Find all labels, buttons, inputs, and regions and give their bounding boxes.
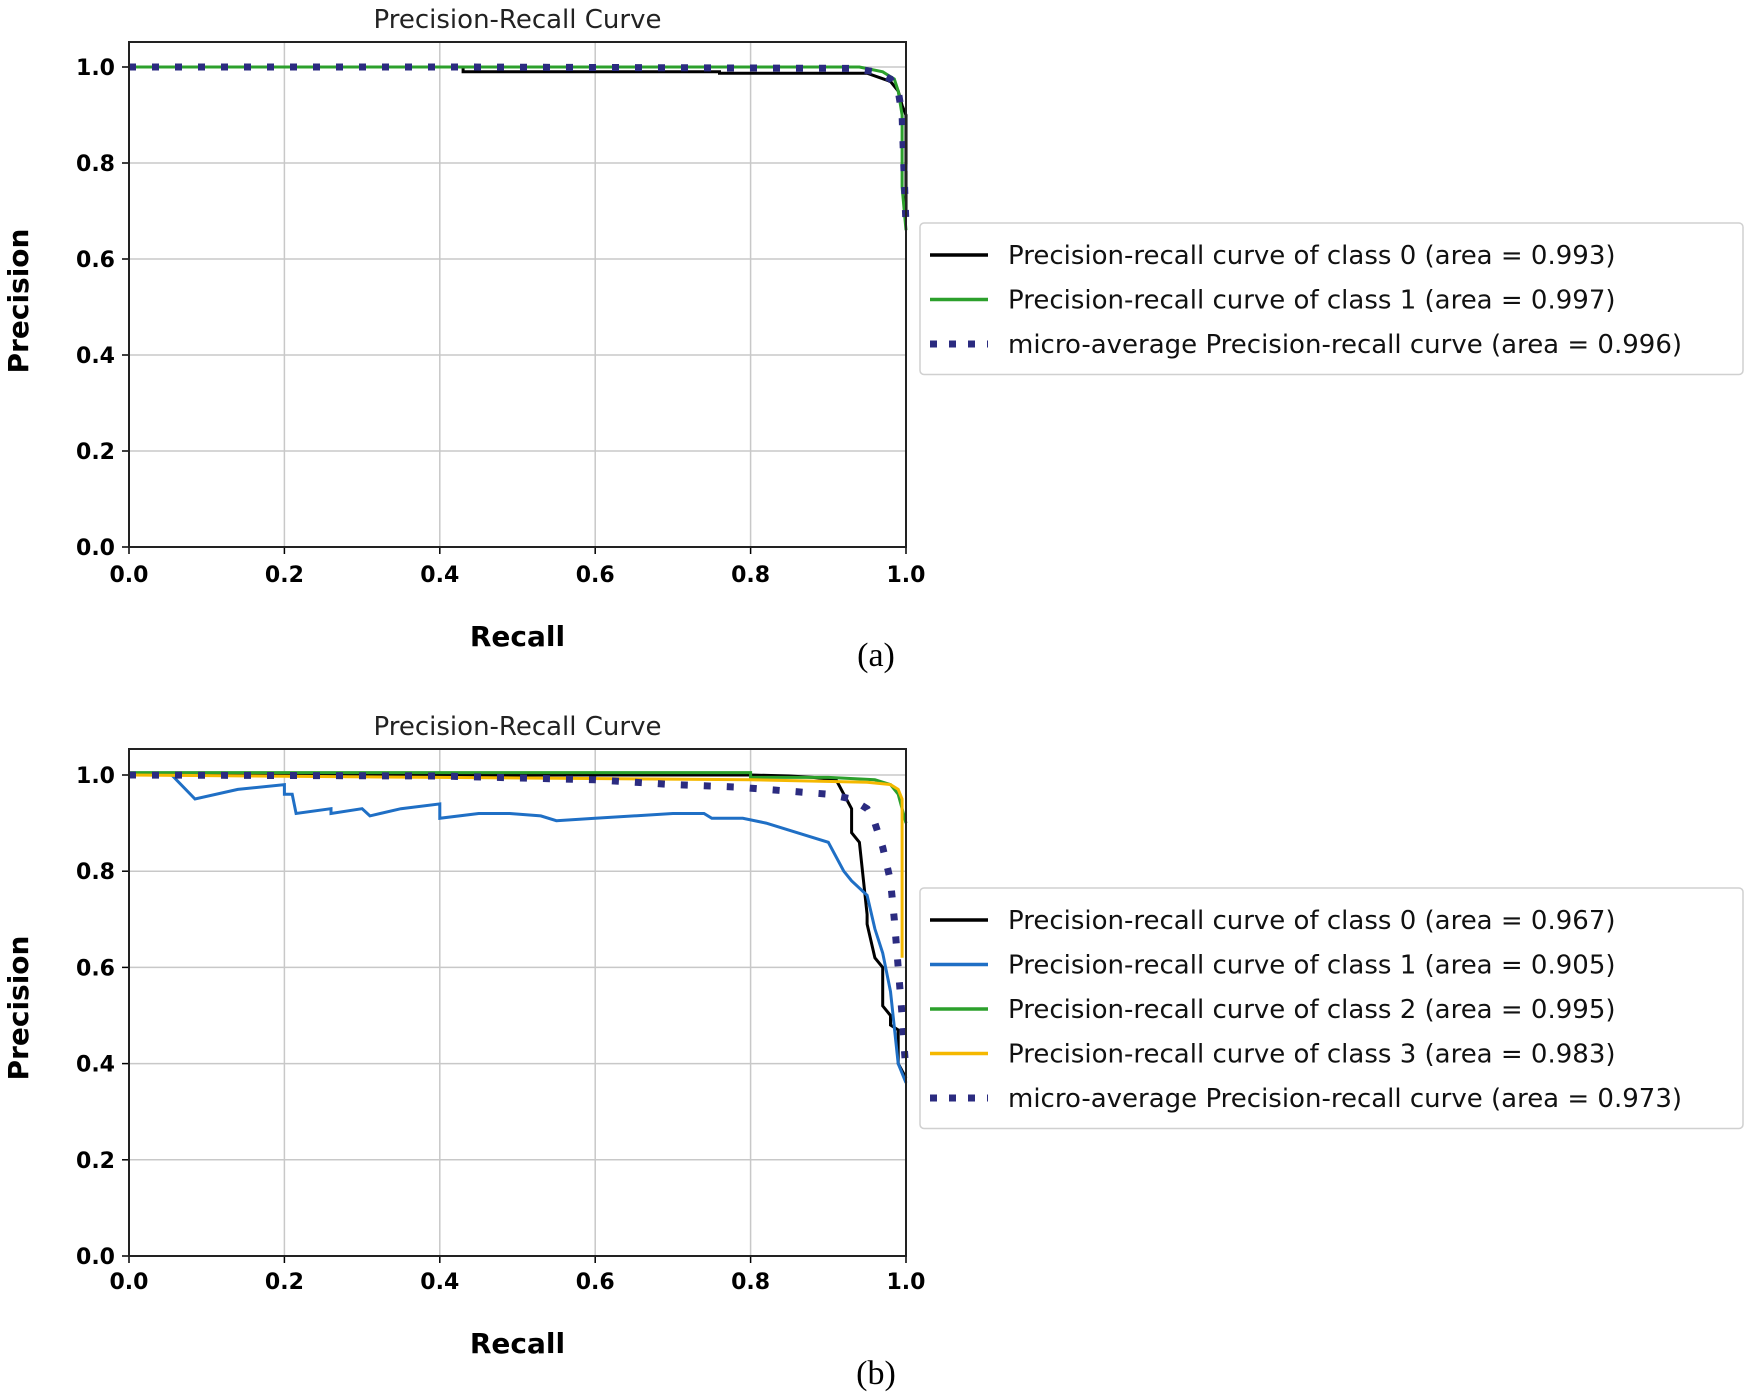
- x-tick-label: 1.0: [887, 1270, 926, 1295]
- x-tick-label: 0.2: [265, 563, 304, 588]
- legend-box: [919, 887, 1744, 1130]
- legend-label-1: Precision-recall curve of class 1 (area …: [1008, 951, 1616, 981]
- chart-panel-a: 0.0 0.2 0.4 0.6 0.8 1.0 0.0 0.2 0.4 0.6 0.8 1.0 Prec…: [2, 5, 1744, 674]
- x-tick-label: 0.4: [420, 563, 459, 588]
- plot-frame: [128, 41, 907, 548]
- legend-label-2: micro-average Precision-recall curve (ar…: [1008, 330, 1682, 360]
- y-tick-label: 0.2: [76, 1149, 115, 1174]
- legend-label-3: Precision-recall curve of class 3 (area …: [1008, 1040, 1616, 1070]
- series-line-2: [129, 771, 908, 824]
- x-tick-label: 0.8: [731, 1270, 770, 1295]
- x-tick-label: 0.6: [576, 1270, 615, 1295]
- chart-title: Precision-Recall Curve: [374, 712, 662, 742]
- series-line-3: [128, 773, 904, 958]
- panel-caption: (b): [856, 1355, 896, 1392]
- y-tick-label: 0.6: [76, 956, 115, 981]
- chart-panel-b: 0.0 0.2 0.4 0.6 0.8 1.0 0.0 0.2 0.4 0.6 0.8 1.0 Prec…: [2, 712, 1744, 1392]
- x-tick-label: 0.6: [576, 563, 615, 588]
- series-line-0: [129, 65, 908, 211]
- legend-label-2: Precision-recall curve of class 2 (area …: [1008, 995, 1616, 1025]
- y-tick-label: 0.4: [76, 1053, 115, 1078]
- y-axis-label: Precision: [2, 229, 35, 374]
- y-tick-label: 0.2: [76, 440, 115, 465]
- series-line-2: [129, 63, 910, 226]
- legend-box: [919, 222, 1744, 376]
- y-tick-label: 0.4: [76, 344, 115, 369]
- y-tick-label: 0.0: [76, 536, 115, 561]
- y-tick-label: 0.6: [76, 248, 115, 273]
- legend: Precision-recall curve of class 0 (area …: [919, 222, 1744, 376]
- y-tick-label: 1.0: [76, 764, 115, 789]
- x-axis-label: Recall: [470, 1327, 565, 1360]
- x-tick-label: 0.8: [731, 563, 770, 588]
- x-axis-label: Recall: [470, 620, 565, 653]
- x-tick-label: 1.0: [887, 563, 926, 588]
- series-line-1: [129, 773, 908, 1084]
- legend: Precision-recall curve of class 0 (area …: [919, 887, 1744, 1130]
- y-axis-label: Precision: [2, 936, 35, 1081]
- x-tick-label: 0.0: [110, 563, 149, 588]
- legend-label-0: Precision-recall curve of class 0 (area …: [1008, 241, 1616, 271]
- legend-label-4: micro-average Precision-recall curve (ar…: [1008, 1084, 1682, 1114]
- legend-label-1: Precision-recall curve of class 1 (area …: [1008, 286, 1616, 316]
- plot-frame: [128, 748, 907, 1257]
- y-tick-label: 0.0: [76, 1245, 115, 1270]
- series-line-0: [129, 773, 908, 1079]
- legend-label-0: Precision-recall curve of class 0 (area …: [1008, 906, 1616, 936]
- series-line-1: [129, 65, 908, 231]
- x-tick-label: 0.4: [420, 1270, 459, 1295]
- x-tick-label: 0.2: [265, 1270, 304, 1295]
- panel-caption: (a): [857, 637, 895, 674]
- y-tick-label: 0.8: [76, 860, 115, 885]
- chart-title: Precision-Recall Curve: [374, 5, 662, 35]
- y-tick-label: 1.0: [76, 56, 115, 81]
- x-tick-label: 0.0: [110, 1270, 149, 1295]
- series-line-4: [128, 771, 910, 1074]
- y-tick-label: 0.8: [76, 152, 115, 177]
